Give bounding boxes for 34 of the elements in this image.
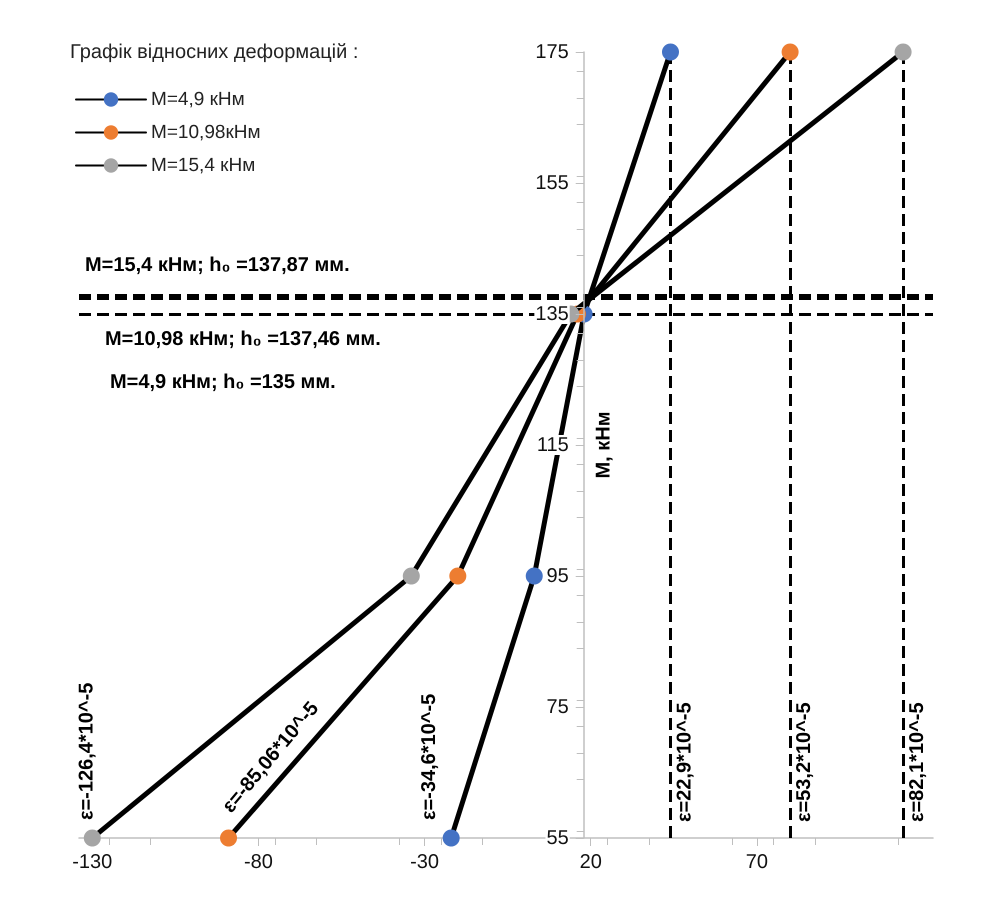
y-tick-label: 75 (546, 696, 569, 718)
annotation: ε=-34,6*10^-5 (418, 694, 440, 820)
ref-line-label: M=10,98 кНм; h₀ =137,46 мм. (105, 328, 381, 350)
point (442, 830, 460, 846)
point (526, 568, 543, 584)
x-tick-label: 20 (580, 851, 602, 873)
legend-label: M=15,4 кНм (151, 155, 256, 176)
y-tick-label: 135 (535, 303, 569, 325)
y-tick-label: 115 (536, 434, 569, 456)
y-tick-label: 175 (535, 41, 569, 63)
annotation: ε=53,2*10^-5 (793, 702, 816, 822)
y-axis-title: M, кНм (592, 411, 615, 479)
point (662, 44, 679, 60)
y-tick-label: 95 (546, 565, 569, 587)
annotation: ε=22,9*10^-5 (673, 702, 696, 822)
y-tick-label: 155 (535, 172, 569, 194)
point (84, 830, 101, 846)
x-tick-label: -80 (244, 851, 273, 873)
x-tick-label: 70 (746, 851, 768, 873)
point (220, 830, 238, 846)
ref-line-label: M=4,9 кНм; h₀ =135 мм. (110, 371, 336, 393)
legend-label: M=4,9 кНм (151, 89, 245, 110)
legend-title: Графік відносних деформацій : (70, 41, 358, 63)
legend-label: M=10,98кНм (151, 122, 261, 143)
x-tick-label: -130 (72, 851, 112, 873)
ref-line-label: M=15,4 кНм; h₀ =137,87 мм. (85, 254, 350, 276)
annotation: ε=82,1*10^-5 (906, 702, 928, 822)
point (449, 568, 466, 584)
point (894, 44, 912, 60)
point (782, 44, 799, 60)
x-tick-label: -30 (410, 851, 440, 873)
point (402, 568, 420, 584)
annotation: ε=-126,4*10^-5 (75, 682, 98, 820)
y-tick-label: 55 (546, 827, 569, 849)
